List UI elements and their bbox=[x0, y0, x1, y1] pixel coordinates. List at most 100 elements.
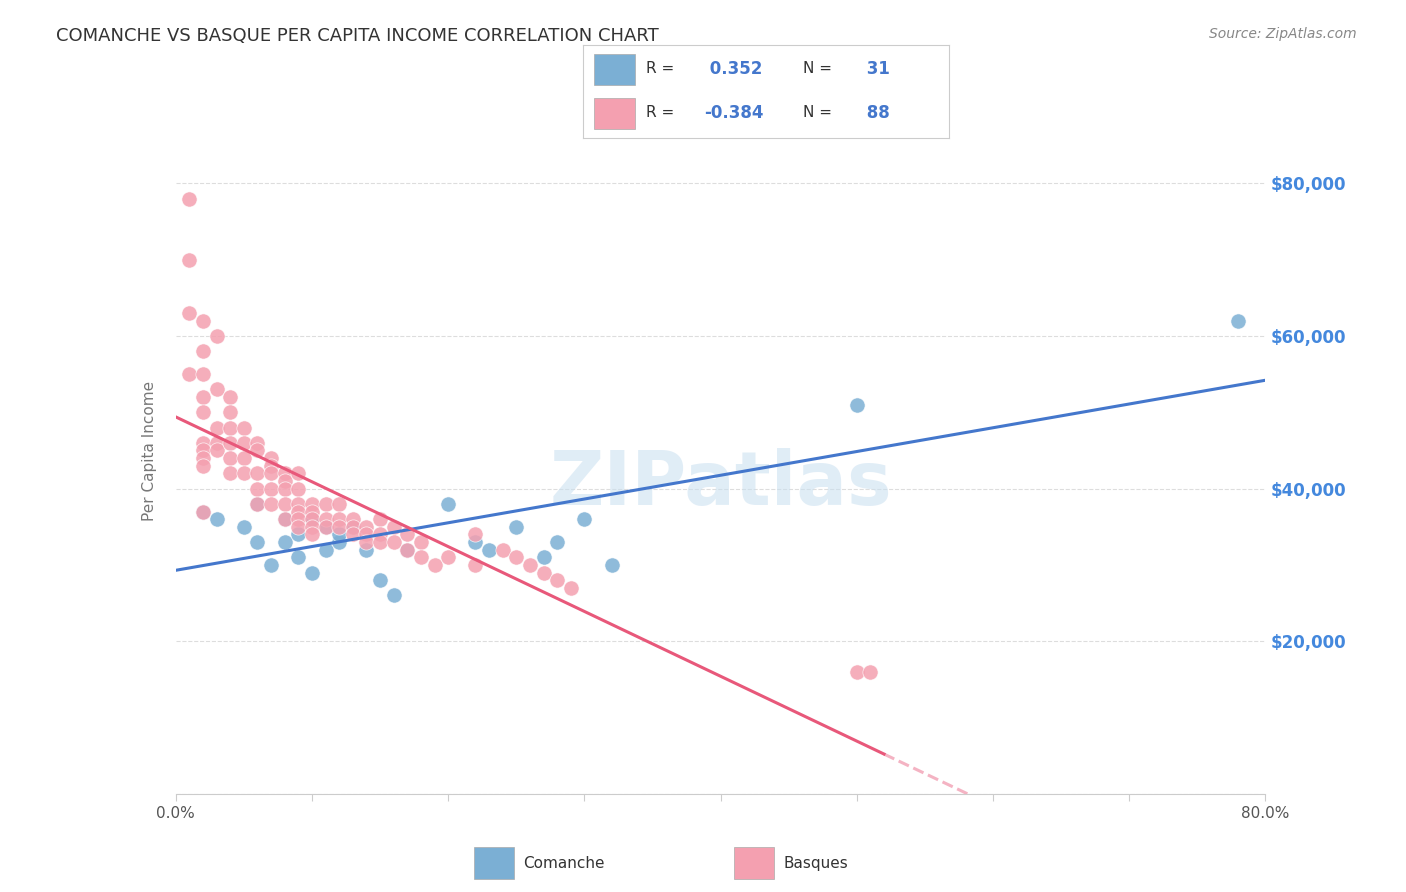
Point bbox=[287, 504, 309, 518]
Point bbox=[191, 405, 214, 419]
Point bbox=[179, 192, 201, 206]
Point bbox=[519, 558, 541, 572]
Point bbox=[505, 520, 527, 534]
Text: 31: 31 bbox=[862, 60, 890, 78]
Point bbox=[219, 405, 242, 419]
Point bbox=[464, 535, 486, 549]
Point bbox=[328, 535, 350, 549]
Point bbox=[191, 344, 214, 359]
Text: N =: N = bbox=[803, 62, 832, 77]
Point bbox=[232, 451, 254, 466]
Point bbox=[287, 497, 309, 511]
Point bbox=[845, 398, 868, 412]
Text: R =: R = bbox=[645, 105, 673, 120]
Point bbox=[409, 535, 432, 549]
Point bbox=[546, 573, 568, 587]
Point bbox=[191, 451, 214, 466]
Point bbox=[274, 512, 297, 526]
Point bbox=[301, 566, 323, 580]
Point bbox=[600, 558, 623, 572]
Point bbox=[859, 665, 882, 679]
Point bbox=[287, 550, 309, 565]
Point bbox=[382, 520, 405, 534]
Point bbox=[179, 252, 201, 267]
Point bbox=[179, 306, 201, 320]
Point bbox=[205, 435, 228, 450]
Point bbox=[219, 451, 242, 466]
Point bbox=[232, 420, 254, 434]
Point bbox=[396, 542, 419, 557]
Point bbox=[219, 390, 242, 404]
Text: Comanche: Comanche bbox=[523, 855, 605, 871]
Point bbox=[260, 497, 283, 511]
Point bbox=[845, 665, 868, 679]
FancyBboxPatch shape bbox=[474, 847, 515, 879]
Point bbox=[301, 512, 323, 526]
Point bbox=[301, 504, 323, 518]
Y-axis label: Per Capita Income: Per Capita Income bbox=[142, 380, 157, 521]
Point bbox=[328, 527, 350, 541]
Point bbox=[368, 535, 391, 549]
Point bbox=[260, 467, 283, 481]
Text: R =: R = bbox=[645, 62, 673, 77]
Text: ZIPatlas: ZIPatlas bbox=[550, 449, 891, 521]
Point bbox=[342, 520, 364, 534]
Text: -0.384: -0.384 bbox=[704, 104, 763, 122]
Point bbox=[246, 535, 269, 549]
Point bbox=[205, 420, 228, 434]
Point bbox=[260, 451, 283, 466]
Point bbox=[232, 520, 254, 534]
Point bbox=[205, 443, 228, 458]
Point bbox=[396, 542, 419, 557]
Point bbox=[533, 550, 555, 565]
Point bbox=[301, 512, 323, 526]
Point bbox=[191, 314, 214, 328]
Point bbox=[342, 520, 364, 534]
Point bbox=[274, 512, 297, 526]
Point bbox=[274, 474, 297, 488]
Point bbox=[246, 443, 269, 458]
Point bbox=[274, 497, 297, 511]
Text: Source: ZipAtlas.com: Source: ZipAtlas.com bbox=[1209, 27, 1357, 41]
Point bbox=[315, 542, 337, 557]
Point bbox=[260, 458, 283, 473]
Point bbox=[423, 558, 446, 572]
Point bbox=[232, 435, 254, 450]
Text: Basques: Basques bbox=[783, 855, 848, 871]
Point bbox=[287, 512, 309, 526]
FancyBboxPatch shape bbox=[595, 54, 634, 85]
FancyBboxPatch shape bbox=[734, 847, 775, 879]
Point bbox=[205, 329, 228, 343]
Point bbox=[368, 512, 391, 526]
Point bbox=[356, 542, 378, 557]
Point bbox=[287, 467, 309, 481]
Point bbox=[260, 558, 283, 572]
Point bbox=[274, 482, 297, 496]
Point bbox=[205, 512, 228, 526]
Point bbox=[179, 367, 201, 381]
Point bbox=[260, 482, 283, 496]
Point bbox=[315, 497, 337, 511]
Point bbox=[368, 573, 391, 587]
Point bbox=[274, 467, 297, 481]
Point bbox=[437, 550, 460, 565]
Point bbox=[368, 527, 391, 541]
Point bbox=[315, 520, 337, 534]
Point bbox=[437, 497, 460, 511]
Point bbox=[246, 467, 269, 481]
Point bbox=[382, 589, 405, 603]
Point bbox=[396, 527, 419, 541]
Point bbox=[315, 520, 337, 534]
Point bbox=[274, 535, 297, 549]
Point bbox=[191, 443, 214, 458]
Point bbox=[356, 527, 378, 541]
Point bbox=[574, 512, 596, 526]
Point bbox=[246, 497, 269, 511]
Point bbox=[478, 542, 501, 557]
Point bbox=[342, 512, 364, 526]
Point bbox=[464, 527, 486, 541]
Point bbox=[191, 367, 214, 381]
Point bbox=[246, 482, 269, 496]
Point bbox=[191, 458, 214, 473]
Point bbox=[356, 535, 378, 549]
